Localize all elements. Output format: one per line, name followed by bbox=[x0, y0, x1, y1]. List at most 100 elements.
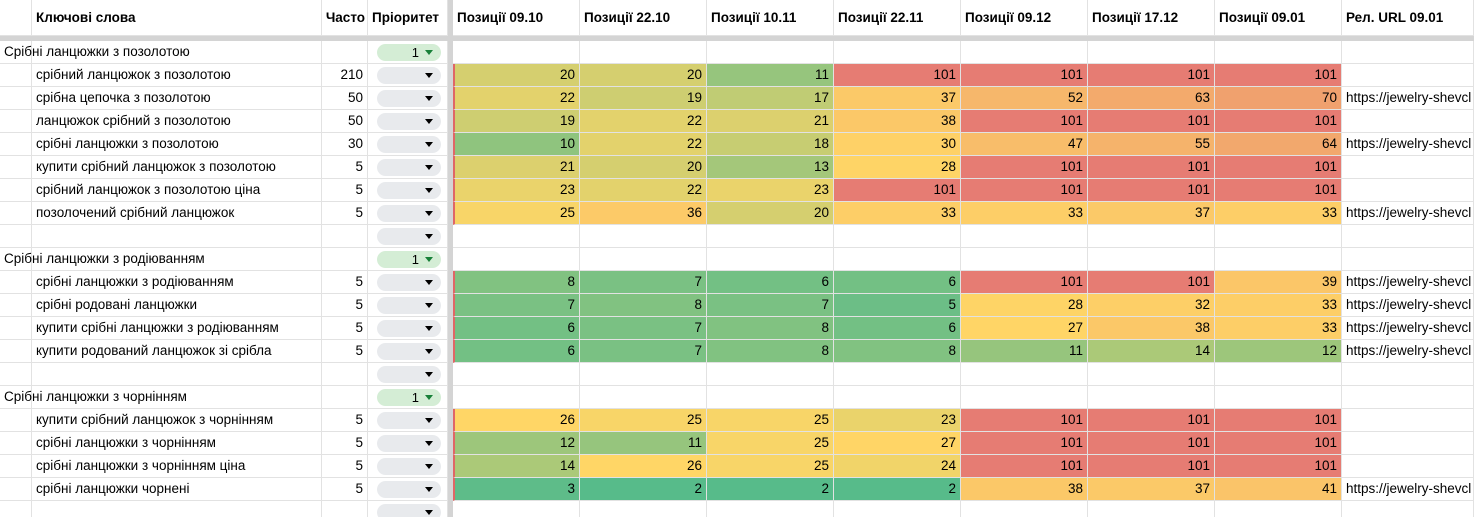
keyword: срібна цепочка з позолотою bbox=[32, 87, 322, 110]
position-cell: 28 bbox=[834, 156, 961, 179]
position-cell: 2 bbox=[707, 478, 834, 501]
position-cell: 101 bbox=[1088, 179, 1215, 202]
position-cell: 33 bbox=[834, 202, 961, 225]
priority-cell bbox=[368, 110, 448, 133]
priority-cell bbox=[368, 87, 448, 110]
position-cell: 38 bbox=[834, 110, 961, 133]
cell bbox=[834, 363, 961, 386]
position-cell: 37 bbox=[1088, 478, 1215, 501]
dropdown[interactable]: 1 bbox=[377, 44, 441, 61]
keyword: срібний ланцюжок з позолотою ціна bbox=[32, 179, 322, 202]
dropdown[interactable] bbox=[377, 412, 441, 429]
dropdown[interactable] bbox=[377, 458, 441, 475]
cell bbox=[1342, 363, 1474, 386]
row-header bbox=[0, 478, 32, 501]
dropdown[interactable] bbox=[377, 159, 441, 176]
group-title: Срібні ланцюжки з чорнінням bbox=[0, 386, 322, 409]
position-cell: 13 bbox=[707, 156, 834, 179]
column-header: Позиції 09.01 bbox=[1215, 0, 1342, 36]
position-cell: 33 bbox=[1215, 294, 1342, 317]
frequency: 50 bbox=[322, 110, 368, 133]
url-cell: https://jewelry-shevcl bbox=[1342, 133, 1474, 156]
position-cell: 101 bbox=[961, 179, 1088, 202]
position-cell: 14 bbox=[453, 455, 580, 478]
cell bbox=[453, 363, 580, 386]
frequency: 5 bbox=[322, 432, 368, 455]
position-cell: 47 bbox=[961, 133, 1088, 156]
position-cell: 25 bbox=[453, 202, 580, 225]
frequency: 5 bbox=[322, 156, 368, 179]
position-cell: 101 bbox=[1215, 110, 1342, 133]
position-cell: 101 bbox=[961, 110, 1088, 133]
position-cell: 8 bbox=[707, 340, 834, 363]
dropdown[interactable] bbox=[377, 136, 441, 153]
dropdown[interactable] bbox=[377, 113, 441, 130]
position-cell: 23 bbox=[834, 409, 961, 432]
position-cell: 6 bbox=[707, 271, 834, 294]
cell bbox=[453, 386, 580, 409]
dropdown[interactable]: 1 bbox=[377, 389, 441, 406]
cell bbox=[368, 41, 448, 64]
position-cell: 55 bbox=[1088, 133, 1215, 156]
url-cell: https://jewelry-shevcl bbox=[1342, 202, 1474, 225]
url-cell bbox=[1342, 64, 1474, 87]
dropdown-arrow bbox=[425, 96, 433, 101]
position-cell: 10 bbox=[453, 133, 580, 156]
position-cell: 20 bbox=[580, 156, 707, 179]
position-cell: 25 bbox=[707, 455, 834, 478]
dropdown-arrow bbox=[425, 349, 433, 354]
dropdown[interactable] bbox=[377, 504, 441, 517]
frequency: 5 bbox=[322, 409, 368, 432]
position-cell: 6 bbox=[834, 317, 961, 340]
dropdown[interactable] bbox=[377, 343, 441, 360]
dropdown[interactable] bbox=[377, 205, 441, 222]
dropdown[interactable] bbox=[377, 274, 441, 291]
position-cell: 8 bbox=[453, 271, 580, 294]
keyword: купити срібний ланцюжок з чорнінням bbox=[32, 409, 322, 432]
dropdown[interactable] bbox=[377, 182, 441, 199]
column-header: Позиції 17.12 bbox=[1088, 0, 1215, 36]
keyword: позолочений срібний ланцюжок bbox=[32, 202, 322, 225]
row-header bbox=[0, 0, 32, 36]
frequency: 5 bbox=[322, 478, 368, 501]
row-header bbox=[0, 87, 32, 110]
dropdown[interactable]: 1 bbox=[377, 251, 441, 268]
position-cell: 101 bbox=[834, 179, 961, 202]
position-cell: 30 bbox=[834, 133, 961, 156]
dropdown[interactable] bbox=[377, 67, 441, 84]
dropdown[interactable] bbox=[377, 90, 441, 107]
cell bbox=[368, 248, 448, 271]
position-cell: 101 bbox=[961, 432, 1088, 455]
position-cell: 101 bbox=[961, 271, 1088, 294]
dropdown[interactable] bbox=[377, 481, 441, 498]
dropdown-arrow bbox=[425, 510, 433, 515]
cell bbox=[1088, 41, 1215, 64]
priority-value: 1 bbox=[411, 45, 419, 60]
cell bbox=[1215, 501, 1342, 517]
url-cell bbox=[1342, 110, 1474, 133]
position-cell: 36 bbox=[580, 202, 707, 225]
dropdown[interactable] bbox=[377, 320, 441, 337]
cell bbox=[961, 41, 1088, 64]
cell bbox=[1088, 501, 1215, 517]
cell bbox=[834, 225, 961, 248]
dropdown[interactable] bbox=[377, 366, 441, 383]
url-cell: https://jewelry-shevcl bbox=[1342, 317, 1474, 340]
group-title: Срібні ланцюжки з позолотою bbox=[0, 41, 322, 64]
dropdown[interactable] bbox=[377, 435, 441, 452]
cell bbox=[834, 248, 961, 271]
dropdown-arrow bbox=[425, 165, 433, 170]
position-cell: 18 bbox=[707, 133, 834, 156]
position-cell: 39 bbox=[1215, 271, 1342, 294]
cell bbox=[707, 248, 834, 271]
dropdown[interactable] bbox=[377, 297, 441, 314]
frequency: 5 bbox=[322, 340, 368, 363]
position-cell: 21 bbox=[453, 156, 580, 179]
frequency: 5 bbox=[322, 455, 368, 478]
frozen-row-divider bbox=[0, 36, 1474, 41]
column-header: Позиції 22.10 bbox=[580, 0, 707, 36]
keyword: срібний ланцюжок з позолотою bbox=[32, 64, 322, 87]
cell bbox=[1342, 248, 1474, 271]
position-cell: 25 bbox=[707, 432, 834, 455]
dropdown[interactable] bbox=[377, 228, 441, 245]
